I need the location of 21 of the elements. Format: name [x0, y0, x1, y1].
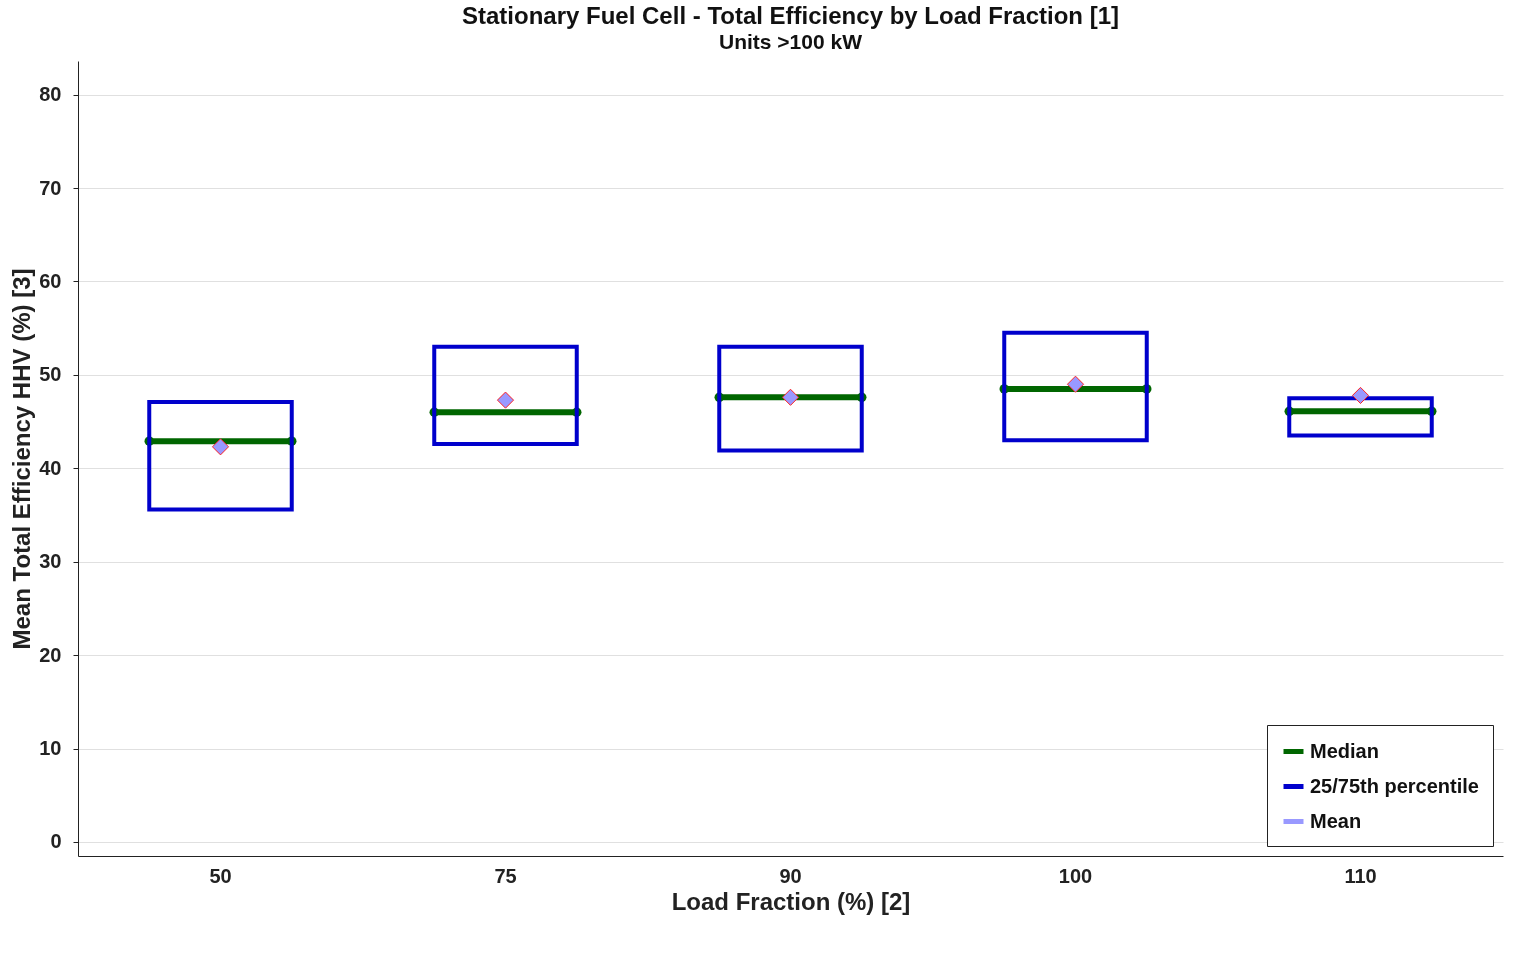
x-tick-label: 100	[1058, 864, 1093, 887]
y-tick-label: 40	[39, 456, 62, 479]
x-tick-label: 90	[779, 864, 802, 887]
y-axis-title: Mean Total Efficiency HHV (%) [3]	[8, 268, 36, 650]
y-tick-label: 10	[39, 737, 62, 760]
legend-label: 25/75th percentile	[1310, 774, 1479, 797]
legend-label: Median	[1310, 739, 1379, 762]
y-tick-label: 20	[39, 643, 62, 666]
y-tick-label: 70	[39, 176, 62, 199]
x-axis-title: Load Fraction (%) [2]	[671, 887, 911, 915]
x-tick-label: 110	[1344, 864, 1377, 887]
chart-title: Stationary Fuel Cell - Total Efficiency by Load Fraction [1]	[462, 2, 1119, 29]
legend-label: Mean	[1310, 809, 1362, 832]
y-tick-label: 30	[39, 550, 62, 573]
y-tick-label: 60	[39, 269, 62, 292]
chart-subtitle: Units >100 kW	[719, 30, 863, 53]
x-tick-label: 75	[494, 864, 517, 887]
y-tick-label: 50	[39, 363, 62, 386]
x-tick-label: 50	[209, 864, 232, 887]
y-tick-label: 80	[39, 83, 62, 106]
y-tick-label: 0	[50, 830, 62, 853]
